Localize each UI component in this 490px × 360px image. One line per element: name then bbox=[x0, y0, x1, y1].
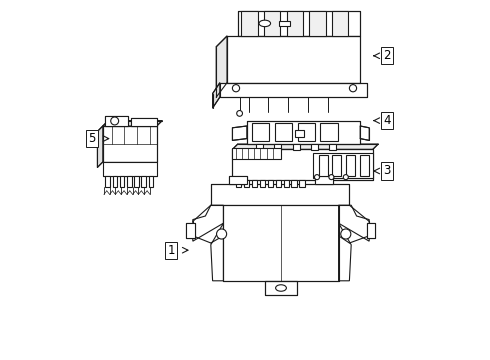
Polygon shape bbox=[232, 149, 373, 180]
Polygon shape bbox=[360, 155, 369, 176]
Polygon shape bbox=[232, 126, 247, 140]
Polygon shape bbox=[268, 180, 273, 187]
Polygon shape bbox=[141, 176, 146, 187]
Circle shape bbox=[343, 175, 348, 180]
Polygon shape bbox=[227, 36, 360, 83]
Polygon shape bbox=[186, 223, 195, 238]
Polygon shape bbox=[275, 180, 281, 187]
Circle shape bbox=[217, 229, 227, 239]
Ellipse shape bbox=[259, 20, 270, 27]
Polygon shape bbox=[229, 176, 247, 184]
Polygon shape bbox=[247, 121, 360, 144]
Circle shape bbox=[237, 111, 243, 116]
Polygon shape bbox=[264, 11, 280, 36]
Text: 3: 3 bbox=[384, 165, 391, 177]
Polygon shape bbox=[104, 116, 128, 126]
Polygon shape bbox=[319, 155, 328, 176]
Polygon shape bbox=[127, 176, 132, 187]
Polygon shape bbox=[368, 223, 374, 238]
Polygon shape bbox=[223, 205, 339, 281]
Polygon shape bbox=[232, 148, 281, 159]
Polygon shape bbox=[130, 118, 157, 126]
Polygon shape bbox=[252, 180, 257, 187]
Polygon shape bbox=[244, 180, 249, 187]
Circle shape bbox=[349, 85, 357, 92]
Text: 4: 4 bbox=[384, 114, 391, 127]
Polygon shape bbox=[242, 11, 258, 36]
Polygon shape bbox=[120, 176, 124, 187]
Polygon shape bbox=[220, 83, 368, 97]
Circle shape bbox=[329, 175, 334, 180]
Text: 2: 2 bbox=[384, 49, 391, 62]
Polygon shape bbox=[360, 126, 369, 140]
Polygon shape bbox=[311, 144, 318, 150]
Polygon shape bbox=[329, 144, 337, 150]
Polygon shape bbox=[113, 176, 117, 187]
Polygon shape bbox=[148, 176, 153, 187]
Polygon shape bbox=[260, 180, 265, 187]
Polygon shape bbox=[320, 123, 338, 141]
Polygon shape bbox=[293, 144, 300, 150]
Polygon shape bbox=[103, 162, 157, 176]
Polygon shape bbox=[211, 184, 349, 205]
Polygon shape bbox=[332, 11, 348, 36]
Polygon shape bbox=[292, 180, 297, 187]
Polygon shape bbox=[238, 11, 360, 36]
Polygon shape bbox=[105, 176, 110, 187]
Polygon shape bbox=[211, 223, 223, 281]
Polygon shape bbox=[236, 180, 242, 187]
Polygon shape bbox=[287, 11, 303, 36]
Polygon shape bbox=[310, 11, 326, 36]
Polygon shape bbox=[103, 121, 162, 126]
Polygon shape bbox=[299, 180, 305, 187]
Polygon shape bbox=[98, 126, 103, 167]
Polygon shape bbox=[279, 21, 290, 26]
Circle shape bbox=[111, 117, 119, 125]
Polygon shape bbox=[265, 281, 297, 295]
Polygon shape bbox=[213, 83, 220, 108]
Text: 1: 1 bbox=[168, 244, 175, 257]
Polygon shape bbox=[314, 153, 373, 178]
Circle shape bbox=[315, 175, 319, 180]
Polygon shape bbox=[275, 123, 292, 141]
Polygon shape bbox=[232, 144, 378, 149]
Polygon shape bbox=[339, 223, 351, 281]
Circle shape bbox=[341, 229, 351, 239]
Polygon shape bbox=[297, 123, 315, 141]
Text: 5: 5 bbox=[88, 132, 96, 145]
Polygon shape bbox=[256, 144, 263, 150]
Polygon shape bbox=[252, 123, 270, 141]
Polygon shape bbox=[216, 36, 227, 97]
Polygon shape bbox=[284, 180, 289, 187]
Polygon shape bbox=[333, 155, 342, 176]
Ellipse shape bbox=[275, 285, 286, 291]
Polygon shape bbox=[193, 205, 223, 241]
Polygon shape bbox=[103, 126, 157, 162]
Polygon shape bbox=[339, 205, 369, 241]
Polygon shape bbox=[274, 144, 281, 150]
Polygon shape bbox=[315, 176, 333, 184]
Polygon shape bbox=[295, 130, 304, 137]
Polygon shape bbox=[346, 155, 355, 176]
Circle shape bbox=[232, 85, 240, 92]
Polygon shape bbox=[134, 176, 139, 187]
